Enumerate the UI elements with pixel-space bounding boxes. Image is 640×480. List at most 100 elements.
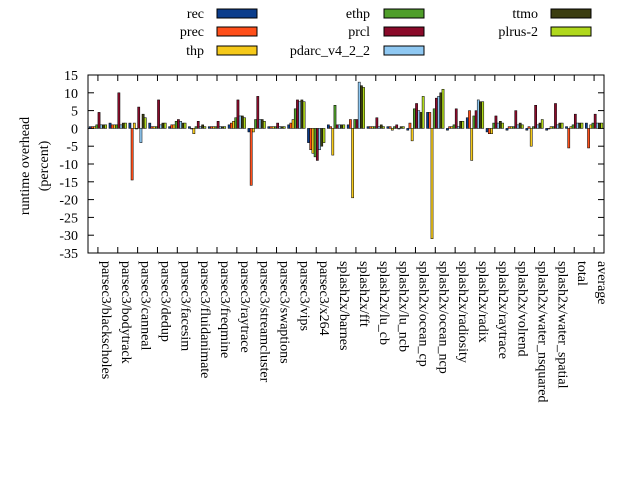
- bar-pdarc-v4-2-2: [496, 122, 500, 129]
- bar-plrus-2: [302, 101, 306, 129]
- bar-prcl: [593, 113, 597, 129]
- y-tick-label: -20: [59, 194, 78, 209]
- x-tick-label: parsec3/blackscholes: [98, 261, 113, 379]
- x-tick-label: total: [574, 261, 589, 286]
- bar-plrus-2: [501, 122, 504, 129]
- bar-pdarc-v4-2-2: [556, 124, 560, 129]
- bar-prec: [110, 124, 114, 129]
- bar-pdarc-v4-2-2: [516, 124, 520, 129]
- bar-ethp: [155, 126, 158, 129]
- bar-thp: [212, 126, 216, 129]
- bar-plrus-2: [521, 124, 524, 129]
- bar-ttmo: [121, 122, 125, 129]
- x-tick-label: splash2x/ocean_cp: [415, 261, 430, 367]
- y-tick-label: -5: [66, 140, 78, 155]
- x-tick-label: parsec3/canneal: [138, 261, 153, 350]
- bar-plrus-2: [263, 121, 266, 129]
- x-tick-label: average: [594, 261, 609, 305]
- bar-ethp: [293, 108, 297, 129]
- bar-pdarc-v4-2-2: [99, 124, 103, 129]
- bar-prec: [408, 122, 412, 129]
- bar-prec: [487, 128, 491, 134]
- legend-label: ttmo: [512, 7, 538, 22]
- legend-swatch: [216, 8, 258, 19]
- bar-prcl: [335, 124, 339, 129]
- bar-plrus-2: [580, 122, 584, 129]
- bar-plrus-2: [382, 126, 385, 129]
- y-axis-sublabel: (percent): [37, 140, 52, 191]
- bar-pdarc-v4-2-2: [338, 124, 341, 129]
- bar-rec: [247, 128, 251, 133]
- bar-prcl: [375, 117, 379, 129]
- y-axis-label: runtime overhead: [18, 117, 33, 215]
- bar-ethp: [432, 108, 436, 129]
- bar-prcl: [494, 115, 498, 129]
- bar-thp: [192, 128, 196, 134]
- bar-prec: [91, 126, 94, 129]
- bar-ethp: [591, 122, 595, 129]
- bar-rec: [565, 126, 568, 129]
- bar-prec: [448, 126, 452, 129]
- bar-prec: [289, 122, 293, 129]
- bar-plrus-2: [143, 117, 147, 129]
- bar-prec: [329, 126, 332, 129]
- bar-ethp: [274, 126, 277, 129]
- plot-area: [88, 81, 604, 240]
- bar-ethp: [373, 126, 377, 129]
- bar-ttmo: [280, 126, 284, 129]
- bar-ttmo: [399, 126, 403, 129]
- bar-rec: [366, 126, 370, 129]
- bar-prcl: [117, 92, 121, 129]
- x-tick-label: parsec3/swaptions: [277, 261, 292, 364]
- bar-pdarc-v4-2-2: [476, 99, 480, 129]
- bar-thp: [589, 124, 593, 129]
- bar-rec: [108, 122, 112, 129]
- bar-thp: [93, 126, 96, 129]
- bar-rec: [446, 128, 449, 131]
- bar-prec: [388, 126, 392, 129]
- x-tick-label: parsec3/bodytrack: [118, 261, 133, 364]
- bar-ttmo: [578, 122, 582, 129]
- bar-ttmo: [240, 115, 244, 129]
- bar-thp: [132, 122, 136, 129]
- bar-thp: [351, 128, 354, 199]
- bar-pdarc-v4-2-2: [318, 128, 321, 151]
- bar-plrus-2: [560, 122, 564, 129]
- bar-pdarc-v4-2-2: [218, 126, 222, 129]
- bar-rec: [207, 126, 211, 129]
- bar-rec: [168, 126, 171, 129]
- bar-rec: [227, 124, 231, 129]
- bar-rec: [545, 128, 549, 131]
- bar-ethp: [115, 124, 119, 129]
- bar-rec: [128, 122, 132, 129]
- bar-prec: [468, 110, 471, 129]
- bar-ttmo: [558, 122, 562, 129]
- bar-prcl: [573, 113, 577, 129]
- bar-plrus-2: [461, 121, 465, 129]
- bar-prec: [309, 128, 313, 151]
- bar-prcl: [276, 122, 279, 129]
- legend-label: prec: [180, 25, 204, 40]
- legend-label: prcl: [348, 25, 370, 40]
- x-tick-label: splash2x/raytrace: [495, 261, 510, 359]
- bar-ttmo: [379, 124, 383, 129]
- bar-ethp: [393, 126, 396, 129]
- bar-ttmo: [360, 85, 363, 129]
- x-tick-label: parsec3/streamcluster: [257, 261, 272, 383]
- bar-rec: [346, 124, 350, 129]
- x-tick-label: parsec3/fluidanimate: [197, 261, 212, 378]
- bar-prcl: [137, 106, 141, 129]
- bar-plrus-2: [600, 122, 604, 129]
- bar-rec: [267, 126, 271, 129]
- y-tick-label: 15: [64, 69, 78, 84]
- bar-plrus-2: [223, 126, 227, 129]
- bar-ttmo: [300, 99, 304, 129]
- bar-plrus-2: [203, 126, 207, 129]
- bar-rec: [307, 128, 310, 143]
- bar-plrus-2: [441, 88, 445, 129]
- bar-prec: [368, 126, 372, 129]
- bar-thp: [470, 128, 474, 161]
- x-tick-label: splash2x/lu_cb: [376, 261, 391, 345]
- bar-prcl: [554, 103, 557, 129]
- bar-rec: [88, 126, 92, 129]
